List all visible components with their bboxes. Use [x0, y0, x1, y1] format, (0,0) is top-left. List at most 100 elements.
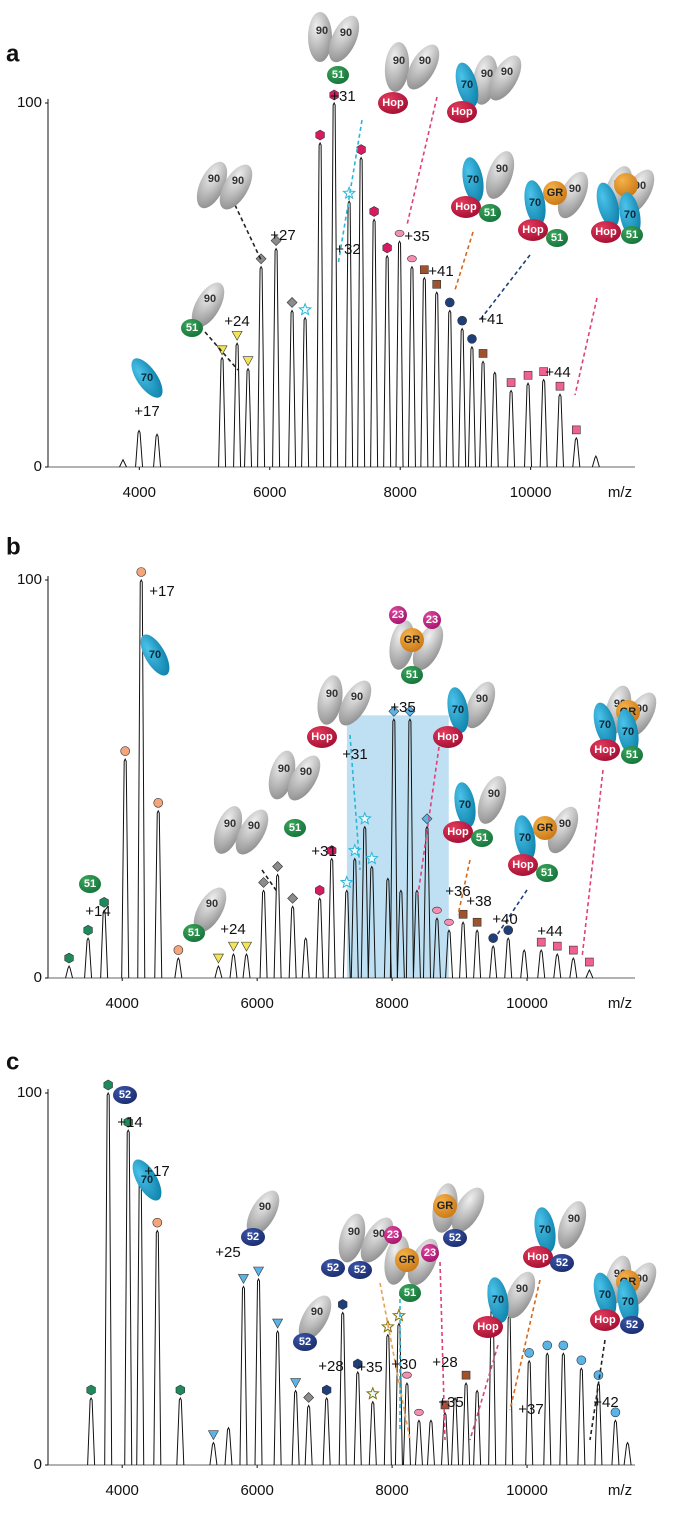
spectrum-peak: [87, 1396, 96, 1466]
subunit: [348, 1261, 372, 1279]
complex-cartoon: 909070GR70Hop52: [590, 1255, 657, 1334]
spectrum-peak: [288, 905, 297, 979]
subunit: [451, 1187, 485, 1233]
subunit: [593, 702, 617, 748]
spectrum-peak: [327, 857, 336, 979]
x-axis-label: m/z: [608, 484, 632, 501]
spectrum-peak: [569, 956, 578, 979]
spectrum-peak: [273, 1329, 282, 1466]
peak-marker: [315, 885, 325, 896]
subunit: [621, 226, 643, 244]
subunit-label: Hop: [437, 731, 459, 743]
subunit: [293, 1333, 317, 1351]
spectrum-peak: [330, 101, 339, 468]
spectrum-peak: [412, 889, 421, 979]
subunit: [140, 634, 170, 676]
subunit: [360, 1217, 394, 1263]
charge-state-label: +44: [537, 923, 562, 940]
y-tick-label: 0: [34, 1456, 42, 1473]
charge-state-label: +41: [428, 263, 453, 280]
subunit-label: 70: [622, 1296, 634, 1308]
spectrum-peak: [360, 825, 369, 979]
subunit-label: 51: [626, 229, 638, 241]
peak-marker: [270, 235, 282, 247]
spectrum-peak: [389, 718, 398, 979]
charge-state-label: +14: [85, 903, 110, 920]
subunit-label: 52: [449, 1232, 461, 1244]
subunit-label: 90: [278, 763, 290, 775]
x-tick-label: 6000: [253, 484, 286, 501]
connector: [457, 859, 471, 916]
peak-marker: [569, 945, 578, 955]
peak-marker: [388, 705, 400, 717]
spectrum-peak: [119, 458, 127, 468]
subunit-label: 51: [541, 867, 553, 879]
spectrum-peak: [420, 276, 429, 468]
subunit: [400, 628, 424, 652]
spectrum-peak: [407, 265, 416, 468]
subunit-label: 90: [373, 1228, 385, 1240]
charge-state-label: +32: [335, 241, 360, 258]
spectrum-peak: [353, 1370, 362, 1466]
y-tick-label: 100: [17, 94, 42, 111]
charge-state-label: +24: [224, 313, 249, 330]
spectrum-peak: [426, 1419, 435, 1466]
complex-cartoon: 90 70 Hop: [433, 681, 496, 748]
spectrum-peak: [383, 254, 392, 468]
subunit-label: Hop: [451, 106, 473, 118]
peak-marker: [552, 941, 562, 951]
subunit-label: 90: [316, 25, 328, 37]
subunit: [451, 196, 481, 218]
subunit: [514, 815, 536, 861]
peak-marker: [315, 129, 325, 141]
subunit: [384, 42, 410, 92]
spectrum-peak: [315, 897, 324, 979]
subunit: [389, 606, 407, 624]
spectrum-peak: [467, 345, 476, 468]
spectrum-peak: [537, 949, 546, 979]
subunit-label: 70: [492, 1294, 504, 1306]
spectrum-peak: [445, 309, 454, 468]
peak-marker: [576, 1355, 587, 1366]
spectrum-peak: [473, 929, 482, 979]
complex-cartoon: 909070GR70Hop51: [590, 685, 657, 764]
spectrum-peak: [154, 809, 163, 979]
subunit-label: 70: [622, 726, 634, 738]
x-tick-label: 10000: [506, 995, 548, 1012]
charge-state-label: +17: [149, 583, 174, 600]
spectrum-peak: [153, 433, 162, 468]
subunit: [219, 164, 253, 210]
subunit-label: GR: [399, 1254, 416, 1266]
spectrum-peak: [121, 757, 130, 979]
peak-marker: [216, 345, 228, 356]
subunit: [473, 1316, 503, 1338]
peak-marker: [585, 957, 594, 967]
spectrum-peak: [623, 1441, 632, 1466]
subunit-label: 52: [327, 1262, 339, 1274]
subunit: [327, 66, 349, 84]
peak-marker: [231, 330, 243, 341]
subunit-label: GR: [404, 634, 421, 646]
peak-marker: [472, 917, 482, 927]
connector: [261, 869, 279, 894]
charge-state-label: +36: [445, 883, 470, 900]
subunit-label: 90: [393, 55, 405, 67]
subunit-label: Hop: [594, 1314, 616, 1326]
peak-marker: [506, 378, 516, 387]
subunit-label: 23: [392, 609, 404, 621]
subunit-label: 90: [559, 818, 571, 830]
peak-marker: [382, 242, 392, 254]
peak-marker: [64, 952, 74, 964]
x-tick-label: 4000: [106, 995, 139, 1012]
subunit: [423, 611, 441, 629]
spectrum-peak: [273, 873, 282, 979]
subunit: [523, 1246, 553, 1268]
subunit: [479, 204, 501, 222]
peak-marker: [357, 811, 372, 825]
spectrum-peak: [555, 393, 564, 468]
complex-cartoon: 90 70 Hop 51: [443, 776, 507, 847]
complex-cartoon: 90 51: [183, 887, 227, 942]
spectrum-peak: [559, 1352, 568, 1466]
peak-marker: [327, 845, 337, 856]
subunit-label: 70: [519, 832, 531, 844]
